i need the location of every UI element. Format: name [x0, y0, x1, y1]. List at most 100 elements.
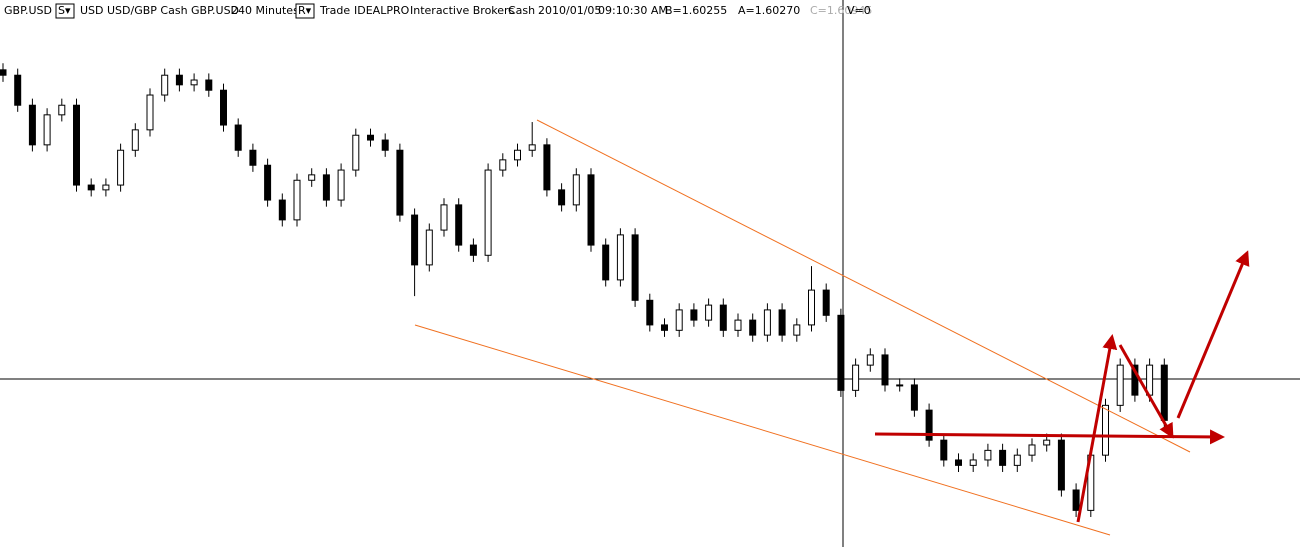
candle-body	[1160, 364, 1168, 421]
candle-body	[484, 169, 492, 256]
candle-body	[161, 74, 169, 96]
candle-body	[1116, 364, 1124, 406]
volume: V=0	[847, 4, 871, 17]
candle-body	[1102, 404, 1109, 456]
candle-body	[87, 184, 95, 191]
candle-body	[117, 149, 125, 186]
candle-body	[131, 129, 139, 151]
exchange: IDEALPRO	[354, 4, 410, 17]
ask: A=1.60270	[738, 4, 800, 17]
trend-line-lower	[414, 324, 1111, 536]
close-price: C=1.60945	[810, 4, 872, 17]
candle-body	[528, 144, 536, 151]
candle-body	[793, 324, 801, 336]
time: 09:10:30 AM	[598, 4, 668, 17]
description: USD USD/GBP Cash GBP.USD	[80, 4, 239, 17]
arrow-up-1	[1076, 334, 1118, 523]
candle-body	[1057, 439, 1065, 491]
r-button-label[interactable]: R▾	[298, 4, 312, 17]
trend-line-upper	[536, 119, 1191, 453]
candle-body	[43, 114, 51, 146]
candles	[0, 63, 1168, 517]
broker: Interactive Brokers	[410, 4, 515, 17]
candle-body	[778, 309, 786, 336]
bid: B=1.60255	[665, 4, 727, 17]
candle-body	[734, 319, 742, 331]
date: 2010/01/05	[538, 4, 601, 17]
candle-body	[969, 459, 977, 466]
asset: Cash	[508, 4, 535, 17]
candle-body	[381, 139, 389, 151]
candle-body	[425, 229, 433, 266]
candle-body	[940, 439, 948, 461]
candle-body	[58, 104, 66, 116]
candle-body	[631, 234, 639, 301]
candle-body	[469, 244, 477, 256]
candle-body	[719, 304, 727, 331]
candle-body	[0, 69, 7, 76]
candle-body	[925, 409, 933, 441]
candle-body	[278, 199, 286, 221]
candle-body	[367, 134, 374, 141]
candle-body	[705, 304, 713, 321]
candle-body	[14, 74, 22, 106]
candle-body	[308, 174, 316, 181]
candle-body	[337, 169, 345, 201]
candle-body	[749, 319, 757, 336]
mode: Trade	[319, 4, 350, 17]
candle-body	[984, 449, 992, 461]
candle-body	[675, 309, 683, 331]
candle-body	[661, 324, 668, 331]
candle-body	[852, 364, 860, 391]
candle-body	[1072, 489, 1080, 511]
candle-body	[190, 79, 198, 86]
arrow-down	[1118, 344, 1174, 439]
period: 240 Minutes	[231, 4, 299, 17]
candle-body	[73, 104, 80, 186]
candle-body	[1131, 364, 1139, 396]
candle-body	[999, 449, 1007, 466]
candle-body	[234, 124, 242, 151]
candle-body	[514, 149, 521, 161]
candle-body	[411, 214, 419, 266]
candle-body	[102, 184, 110, 191]
candle-body	[396, 149, 404, 216]
candle-body	[205, 79, 213, 91]
candle-body	[763, 309, 771, 336]
arrow-up-2	[1176, 250, 1250, 419]
candle-body	[587, 174, 595, 246]
candle-body	[352, 134, 360, 171]
candle-body	[264, 164, 272, 201]
candle-body	[646, 299, 654, 326]
candle-body	[910, 384, 918, 411]
candle-body	[896, 384, 904, 387]
s-button[interactable]	[55, 3, 75, 19]
candle-body	[175, 74, 183, 86]
candle-body	[602, 244, 610, 281]
candle-body	[1028, 444, 1036, 456]
r-button[interactable]	[295, 3, 315, 19]
candle-body	[1013, 454, 1021, 466]
candle-body	[822, 289, 830, 316]
candle-body	[293, 179, 301, 221]
candle-body	[690, 309, 698, 321]
candle-body	[440, 204, 448, 231]
candle-body	[837, 314, 845, 391]
candle-body	[220, 89, 227, 126]
candle-body	[146, 94, 154, 131]
candle-body	[866, 354, 874, 366]
candle-body	[616, 234, 624, 281]
candle-body	[322, 174, 330, 201]
candle-body	[455, 204, 463, 246]
candle-body	[558, 189, 566, 206]
candle-body	[808, 289, 815, 326]
header: GBP.USD S▾ USD USD/GBP Cash GBP.USD 240 …	[4, 3, 872, 19]
candle-body	[955, 459, 962, 466]
candle-body	[572, 174, 580, 206]
candle-body	[543, 144, 551, 191]
candle-body	[881, 354, 889, 386]
s-button-label[interactable]: S▾	[58, 4, 71, 17]
candle-body	[499, 159, 507, 171]
